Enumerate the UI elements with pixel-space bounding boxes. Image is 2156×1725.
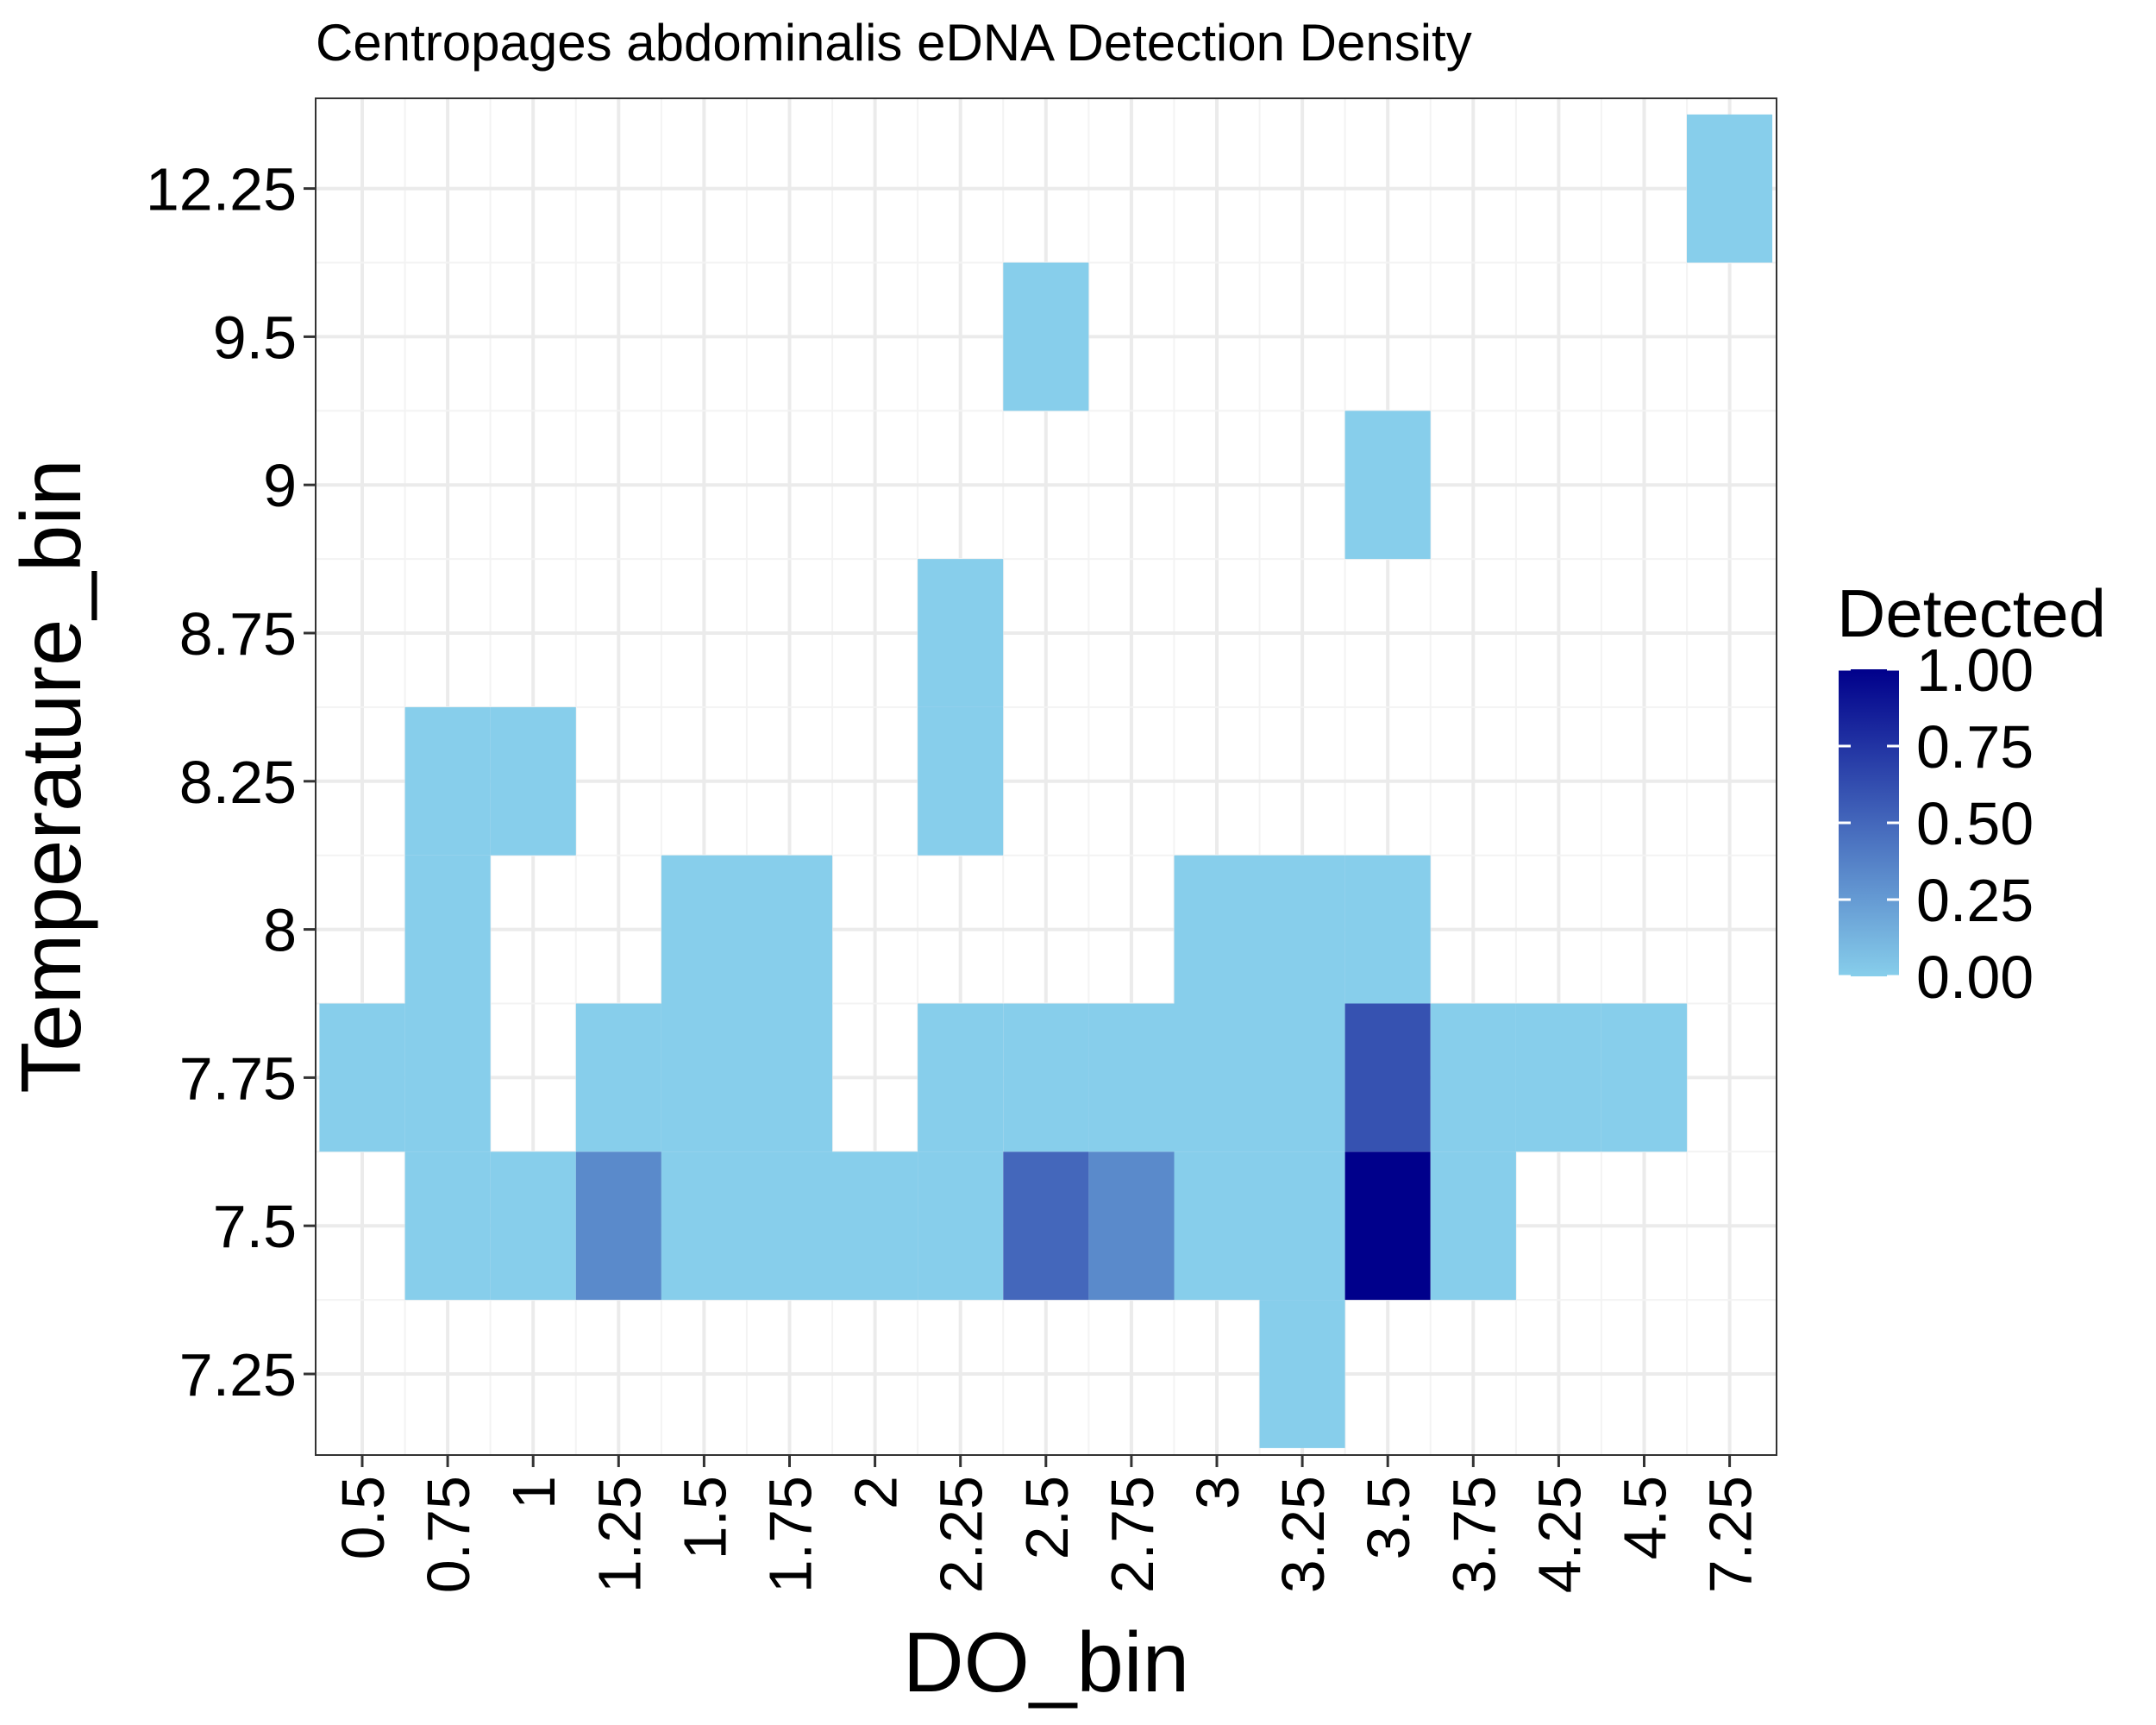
heatmap-cell — [661, 1151, 747, 1301]
y-tick-label: 7.25 — [179, 1341, 297, 1408]
heatmap-cell — [1003, 1003, 1089, 1152]
x-tick-label: 3.5 — [1355, 1476, 1422, 1559]
heatmap-cell — [918, 1151, 1004, 1301]
x-tick-label: 1.75 — [757, 1476, 824, 1593]
legend-label: 0.50 — [1916, 790, 2034, 857]
heatmap-cell — [1174, 1151, 1260, 1301]
heatmap-cell — [747, 855, 833, 1004]
x-tick-label: 3 — [1184, 1476, 1251, 1509]
y-tick-label: 8 — [263, 897, 297, 964]
legend-label: 1.00 — [1916, 637, 2034, 704]
x-tick-label: 4.5 — [1612, 1476, 1679, 1559]
legend-label: 0.75 — [1916, 713, 2034, 781]
legend-label: 0.25 — [1916, 867, 2034, 934]
heatmap-cell — [918, 559, 1004, 707]
heatmap-cells — [319, 114, 1773, 1448]
heatmap-cell — [404, 855, 491, 1004]
heatmap-cell — [1344, 1151, 1431, 1301]
x-tick-label: 2.5 — [1013, 1476, 1081, 1559]
x-tick-label: 2 — [843, 1476, 910, 1509]
heatmap-cell — [1088, 1151, 1175, 1301]
y-tick-label: 8.25 — [179, 749, 297, 816]
x-tick-label: 0.75 — [415, 1476, 482, 1593]
heatmap-cell — [490, 706, 576, 856]
heatmap-cell — [1344, 1003, 1431, 1152]
x-axis-title: DO_bin — [903, 1615, 1189, 1709]
heatmap-cell — [1003, 262, 1089, 411]
heatmap-cell — [1515, 1003, 1601, 1152]
heatmap-cell — [1259, 855, 1345, 1004]
y-axis: 7.25 7.5 7.75 8 8.25 8.75 9 9.5 12.25 — [146, 156, 316, 1408]
y-axis-title: Temperature_bin — [3, 459, 98, 1093]
heatmap-cell — [1174, 855, 1260, 1004]
heatmap-cell — [661, 855, 747, 1004]
x-tick-label: 3.25 — [1269, 1476, 1337, 1593]
x-tick-label: 2.75 — [1099, 1476, 1166, 1593]
heatmap-cell — [832, 1151, 918, 1301]
legend-label: 0.00 — [1916, 944, 2034, 1011]
heatmap-cell — [404, 1003, 491, 1152]
heatmap-cell — [575, 1003, 661, 1152]
chart-title: Centropages abdominalis eDNA Detection D… — [316, 14, 1472, 72]
heatmap-cell — [1174, 1003, 1260, 1152]
y-tick-label: 8.75 — [179, 600, 297, 668]
y-tick-label: 9.5 — [213, 304, 297, 371]
heatmap-cell — [918, 706, 1004, 856]
heatmap-cell — [1430, 1151, 1516, 1301]
heatmap-cell — [747, 1151, 833, 1301]
heatmap-cell — [575, 1151, 661, 1301]
heatmap-cell — [1344, 411, 1431, 560]
heatmap-cell — [319, 1003, 405, 1152]
x-tick-label: 3.75 — [1440, 1476, 1507, 1593]
x-tick-label: 0.5 — [329, 1476, 397, 1559]
legend: Detected 1.00 0.75 0.50 0.25 0.00 — [1837, 575, 2106, 1011]
x-tick-label: 4.25 — [1526, 1476, 1593, 1593]
heatmap-cell — [747, 1003, 833, 1152]
heatmap-cell — [490, 1151, 576, 1301]
heatmap-cell — [404, 706, 491, 856]
x-tick-label: 7.25 — [1697, 1476, 1764, 1593]
heatmap-cell — [1259, 1300, 1345, 1448]
y-tick-label: 7.75 — [179, 1044, 297, 1112]
heatmap-cell — [1259, 1151, 1345, 1301]
y-tick-label: 9 — [263, 452, 297, 519]
legend-title: Detected — [1837, 575, 2106, 651]
x-tick-label: 1.25 — [586, 1476, 653, 1593]
heatmap-cell — [661, 1003, 747, 1152]
heatmap-cell — [404, 1151, 491, 1301]
y-tick-label: 12.25 — [146, 156, 297, 223]
heatmap-cell — [1687, 114, 1773, 263]
x-tick-label: 2.25 — [928, 1476, 995, 1593]
heatmap-cell — [1003, 1151, 1089, 1301]
heatmap-cell — [1601, 1003, 1688, 1152]
heatmap-cell — [1259, 1003, 1345, 1152]
x-tick-label: 1 — [500, 1476, 567, 1509]
heatmap-cell — [1430, 1003, 1516, 1152]
heatmap-cell — [1088, 1003, 1175, 1152]
x-tick-label: 1.5 — [671, 1476, 738, 1559]
x-axis: 0.5 0.75 1 1.25 1.5 1.75 2 2.25 2.5 2.75 3 3.25 3.5 3… — [329, 1455, 1764, 1593]
y-tick-label: 7.5 — [213, 1193, 297, 1260]
heatmap-cell — [918, 1003, 1004, 1152]
heatmap-cell — [1344, 855, 1431, 1004]
